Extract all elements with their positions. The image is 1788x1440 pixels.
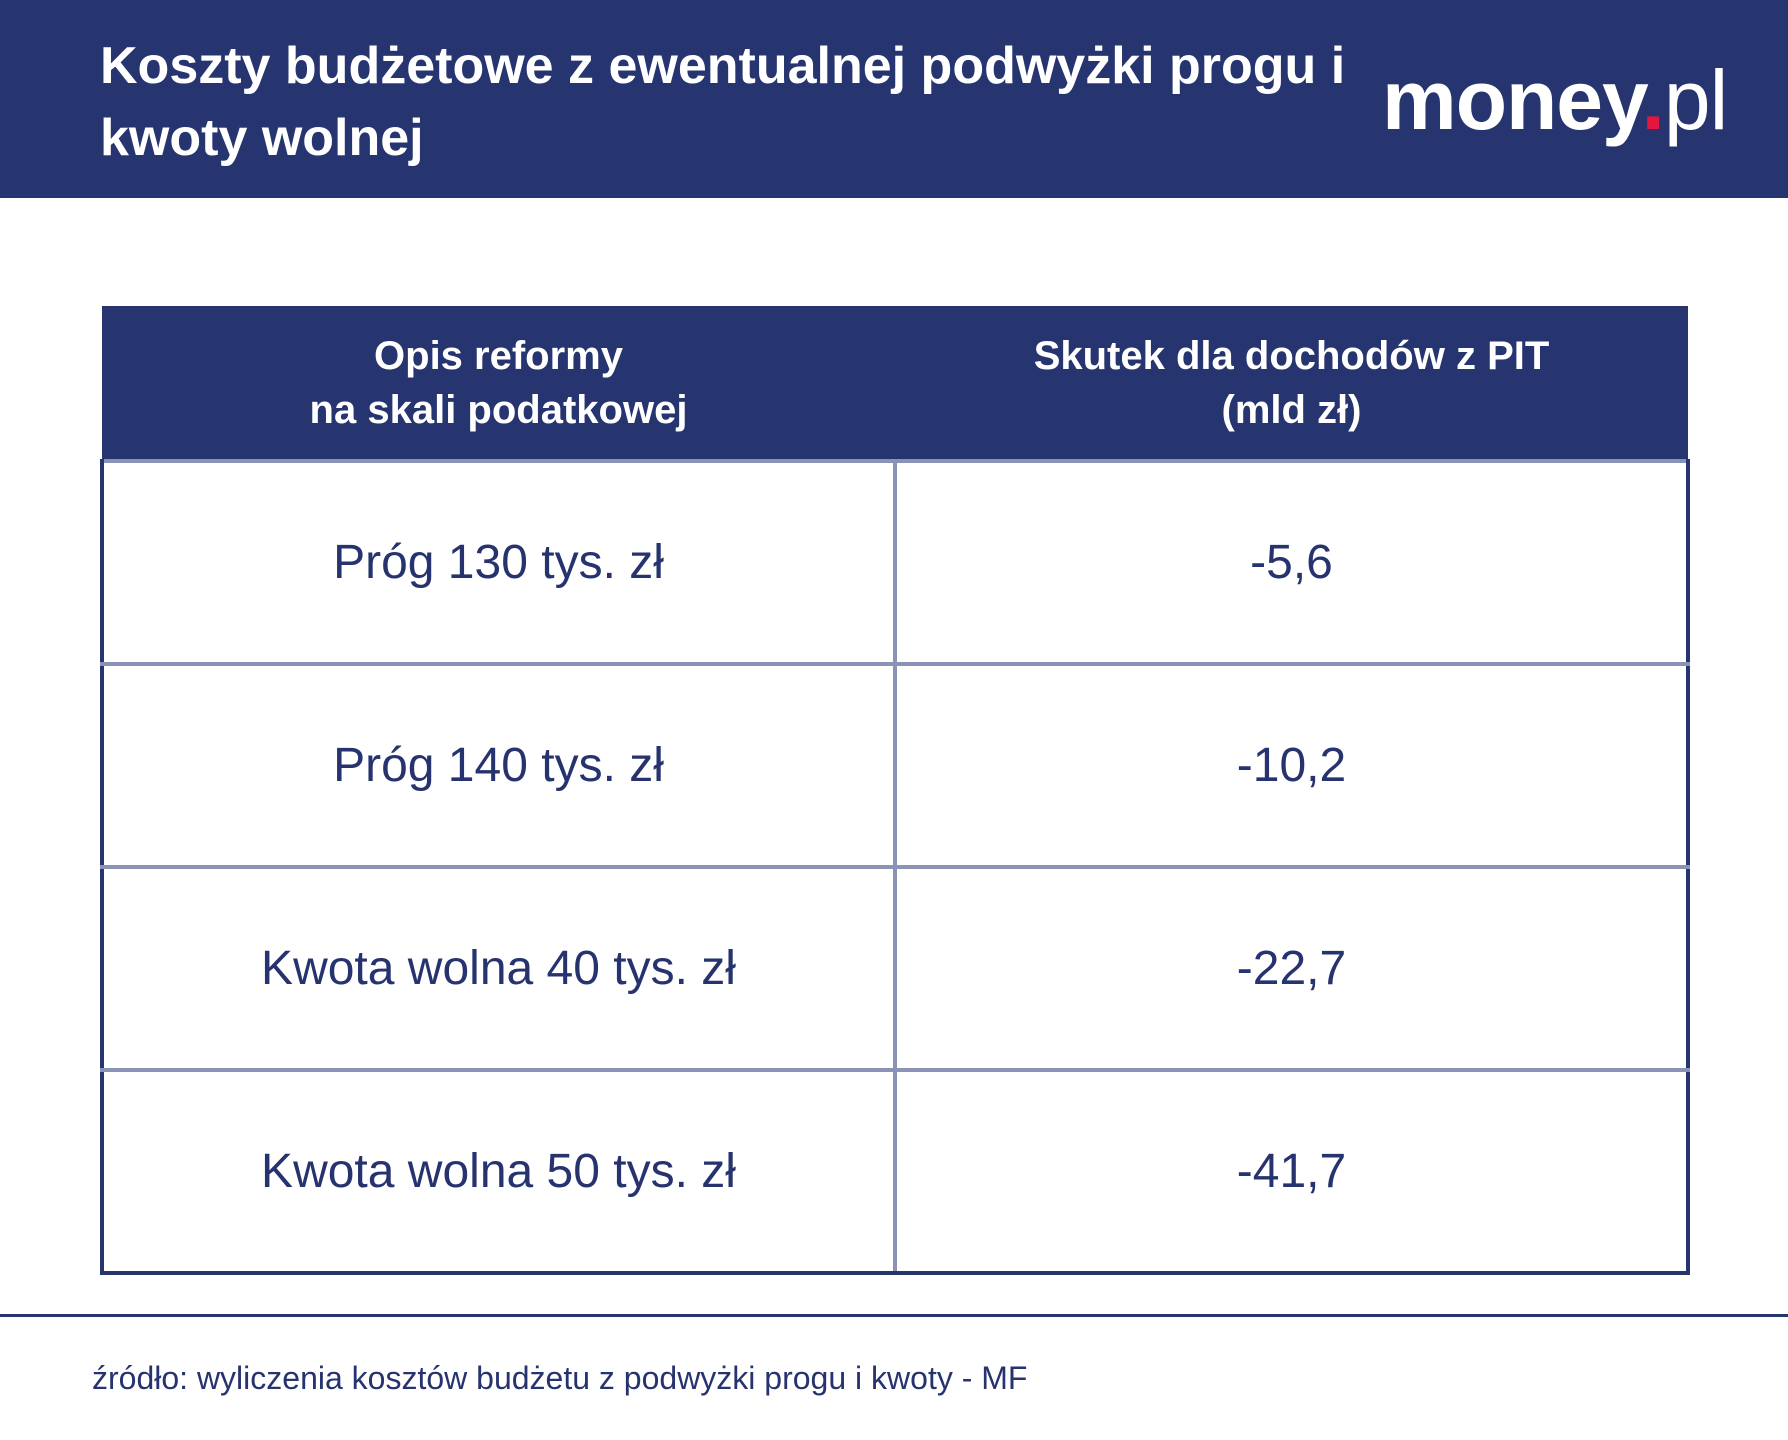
column-header: Opis reformy na skali podatkowej <box>102 306 895 461</box>
reform-cell: Próg 140 tys. zł <box>100 662 897 869</box>
data-table: Opis reformy na skali podatkowej Skutek … <box>100 306 1690 1275</box>
money-pl-logo: money.pl <box>1382 53 1728 147</box>
table-row: Kwota wolna 40 tys. zł -22,7 <box>100 865 1690 1072</box>
source-note: źródło: wyliczenia kosztów budżetu z pod… <box>92 1360 1028 1396</box>
reform-cell: Próg 130 tys. zł <box>100 459 897 666</box>
table-row: Próg 130 tys. zł -5,6 <box>100 459 1690 666</box>
value-cell: -22,7 <box>893 865 1690 1072</box>
divider <box>0 1314 1788 1317</box>
header: Koszty budżetowe z ewentualnej podwyżki … <box>0 0 1788 198</box>
page-title: Koszty budżetowe z ewentualnej podwyżki … <box>100 37 1346 167</box>
value-cell: -41,7 <box>893 1068 1690 1275</box>
table-row: Kwota wolna 50 tys. zł -41,7 <box>100 1068 1690 1275</box>
table-row: Próg 140 tys. zł -10,2 <box>100 662 1690 869</box>
column-header: Skutek dla dochodów z PIT (mld zł) <box>895 306 1688 461</box>
reform-cell: Kwota wolna 40 tys. zł <box>100 865 897 1072</box>
value-cell: -5,6 <box>893 459 1690 666</box>
value-cell: -10,2 <box>893 662 1690 869</box>
reform-cell: Kwota wolna 50 tys. zł <box>100 1068 897 1275</box>
